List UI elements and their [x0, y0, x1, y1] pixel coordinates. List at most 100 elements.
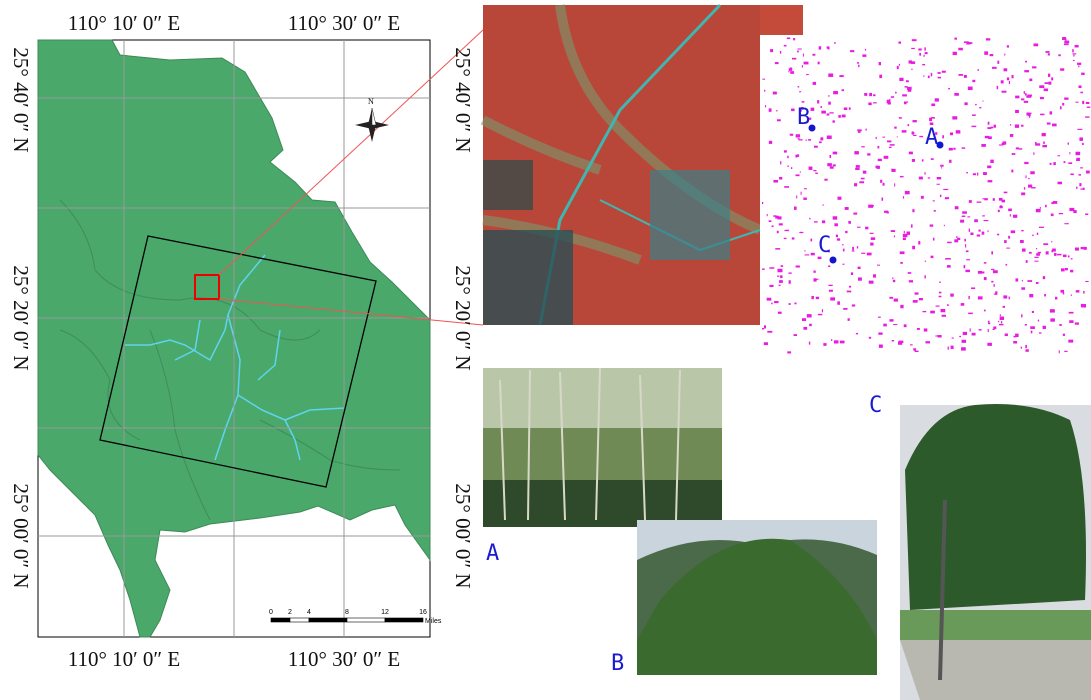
bamboo-pixel — [1042, 133, 1046, 136]
bamboo-pixel — [988, 122, 990, 125]
bamboo-pixel — [828, 265, 830, 267]
bamboo-pixel — [950, 294, 954, 297]
bamboo-pixel — [948, 88, 950, 89]
bamboo-pixel — [936, 305, 940, 306]
bamboo-pixel — [775, 62, 779, 64]
bamboo-pixel — [984, 220, 989, 221]
bamboo-pixel — [904, 324, 907, 327]
bamboo-pixel — [1057, 155, 1059, 156]
bamboo-pixel — [982, 198, 985, 199]
bamboo-pixel — [900, 262, 902, 264]
bamboo-pixel — [1063, 334, 1065, 336]
bamboo-pixel — [919, 53, 921, 56]
bamboo-pixel — [903, 238, 906, 240]
bamboo-pixel — [1059, 324, 1061, 326]
bamboo-pixel — [986, 38, 990, 40]
bamboo-pixel — [1064, 44, 1069, 46]
bamboo-pixel — [869, 93, 872, 96]
bamboo-pixel — [984, 310, 986, 312]
bamboo-pixel — [1035, 143, 1040, 145]
bamboo-pixel — [988, 329, 989, 332]
bamboo-pixel — [988, 321, 990, 323]
bamboo-pixel — [984, 262, 987, 264]
bamboo-pixel — [1051, 250, 1053, 252]
bamboo-pixel — [1048, 53, 1050, 55]
bamboo-pixel — [1075, 45, 1079, 48]
bamboo-pixel — [842, 89, 844, 91]
bamboo-pixel — [1040, 114, 1044, 116]
bamboo-pixel — [924, 55, 925, 57]
bamboo-pixel — [906, 231, 910, 234]
bamboo-pixel — [1025, 175, 1026, 178]
bamboo-pixel — [830, 297, 835, 300]
bamboo-pixel — [919, 298, 923, 300]
bamboo-pixel — [784, 45, 787, 47]
bamboo-pixel — [852, 304, 855, 306]
classification-background — [760, 35, 1091, 355]
bamboo-pixel — [1043, 142, 1045, 144]
bamboo-pixel — [895, 92, 897, 94]
bamboo-pixel — [993, 326, 996, 329]
bamboo-pixel — [991, 281, 993, 283]
bamboo-pixel — [1000, 314, 1001, 316]
bamboo-pixel — [990, 54, 994, 56]
bamboo-pixel — [1037, 233, 1038, 235]
bamboo-pixel — [1033, 43, 1038, 46]
bamboo-pixel — [1044, 294, 1046, 296]
bamboo-pixel — [865, 227, 868, 230]
bamboo-pixel — [843, 249, 845, 252]
bamboo-pixel — [869, 337, 871, 339]
bamboo-pixel — [1054, 253, 1056, 256]
bamboo-pixel — [1040, 207, 1041, 209]
bamboo-pixel — [1064, 351, 1067, 352]
bamboo-pixel — [1024, 187, 1025, 189]
bamboo-pixel — [807, 314, 812, 317]
bamboo-pixel — [987, 343, 992, 346]
bamboo-pixel — [1034, 257, 1038, 258]
bamboo-pixel — [1047, 123, 1051, 125]
bamboo-pixel — [993, 329, 995, 330]
bamboo-pixel — [1028, 178, 1030, 179]
bamboo-pixel — [877, 146, 879, 149]
bamboo-pixel — [1086, 102, 1090, 104]
bamboo-pixel — [1006, 248, 1010, 249]
bamboo-pixel — [1045, 205, 1047, 207]
bamboo-pixel — [1053, 162, 1056, 165]
bamboo-pixel — [915, 292, 919, 294]
scale-segment — [347, 618, 385, 622]
bamboo-pixel — [862, 54, 866, 56]
bamboo-pixel — [867, 153, 870, 155]
bamboo-pixel — [806, 140, 807, 142]
bamboo-pixel — [1016, 147, 1019, 149]
bamboo-pixel — [887, 100, 891, 103]
bamboo-pixel — [845, 231, 847, 233]
bamboo-pixel — [949, 148, 953, 151]
bamboo-pixel — [982, 215, 985, 216]
bamboo-pixel — [1025, 93, 1027, 95]
bamboo-pixel — [1011, 75, 1013, 78]
bamboo-pixel — [997, 234, 999, 236]
north-label: N — [368, 97, 374, 106]
bamboo-pixel — [1086, 171, 1090, 174]
bamboo-pixel — [821, 111, 826, 114]
bamboo-pixel — [1058, 54, 1060, 56]
bamboo-pixel — [779, 177, 782, 180]
bamboo-pixel — [966, 250, 969, 252]
bamboo-pixel — [1080, 167, 1083, 168]
bamboo-pixel — [1021, 98, 1024, 100]
bamboo-pixel — [836, 235, 838, 237]
bamboo-pixel — [809, 218, 810, 220]
bamboo-pixel — [870, 233, 874, 234]
bamboo-pixel — [1043, 243, 1048, 245]
bamboo-pixel — [1036, 253, 1040, 256]
photo-c — [900, 404, 1091, 700]
bamboo-pixel — [762, 202, 763, 204]
scale-segment — [271, 618, 290, 622]
bamboo-pixel — [1050, 111, 1052, 114]
bamboo-pixel — [809, 167, 813, 170]
photo-label: A — [486, 541, 499, 566]
bamboo-pixel — [1000, 317, 1004, 320]
bamboo-pixel — [770, 49, 773, 52]
bamboo-pixel — [1059, 350, 1060, 353]
bamboo-pixel — [794, 303, 796, 305]
